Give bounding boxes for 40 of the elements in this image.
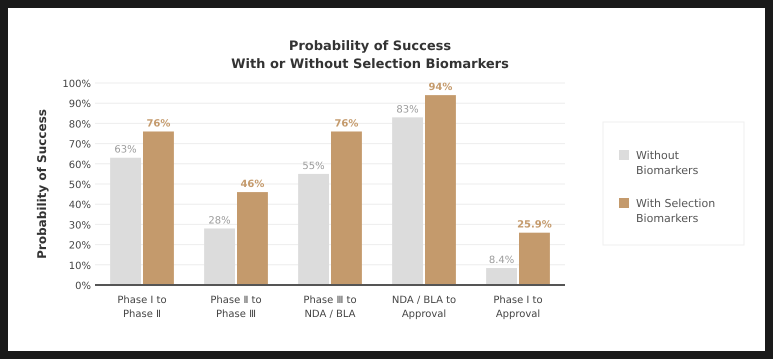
bar [298, 174, 329, 285]
bar [110, 158, 141, 285]
bar [237, 192, 268, 285]
y-tick-label: 0% [75, 281, 91, 292]
legend-label: Without Biomarkers [636, 149, 699, 177]
y-tick-label: 20% [68, 240, 91, 252]
x-tick-label: Phase Ⅱ to Phase Ⅲ [210, 295, 262, 320]
x-tick-label: Phase Ⅰ to Approval [493, 295, 543, 320]
data-label: 76% [334, 118, 358, 130]
x-tick-label: Phase Ⅲ to NDA / BLA [303, 295, 357, 320]
y-tick-label: 80% [68, 119, 91, 130]
bar [204, 228, 235, 285]
y-tick-label: 30% [68, 220, 91, 232]
bar [425, 95, 456, 285]
data-label: 8.4% [488, 255, 514, 266]
data-label: 94% [428, 82, 452, 94]
bar [143, 131, 174, 285]
data-label: 46% [240, 179, 264, 190]
bar [331, 131, 362, 285]
y-axis-title: Probability of Success [35, 109, 49, 259]
bar [519, 232, 550, 285]
legend-label: With Selection Biomarkers [636, 197, 716, 225]
data-label: 28% [208, 215, 231, 226]
data-label: 83% [396, 104, 419, 116]
data-label: 25.9% [517, 220, 552, 231]
chart-title: Probability of Success With or Without Selection Biomarkers [231, 39, 510, 72]
data-label: 76% [146, 118, 170, 130]
data-label: 63% [114, 144, 137, 156]
y-tick-label: 60% [68, 160, 91, 171]
bar [486, 268, 517, 285]
y-tick-label: 70% [68, 140, 91, 151]
y-tick-label: 10% [68, 260, 91, 272]
bar [392, 117, 423, 285]
data-label: 55% [302, 160, 325, 172]
x-tick-label: Phase Ⅰ to Phase Ⅱ [117, 295, 167, 320]
y-tick-label: 90% [68, 99, 91, 110]
y-tick-label: 40% [68, 200, 91, 212]
y-tick-label: 100% [62, 79, 91, 90]
y-tick-label: 50% [68, 180, 91, 191]
x-tick-label: NDA / BLA to Approval [392, 295, 456, 320]
